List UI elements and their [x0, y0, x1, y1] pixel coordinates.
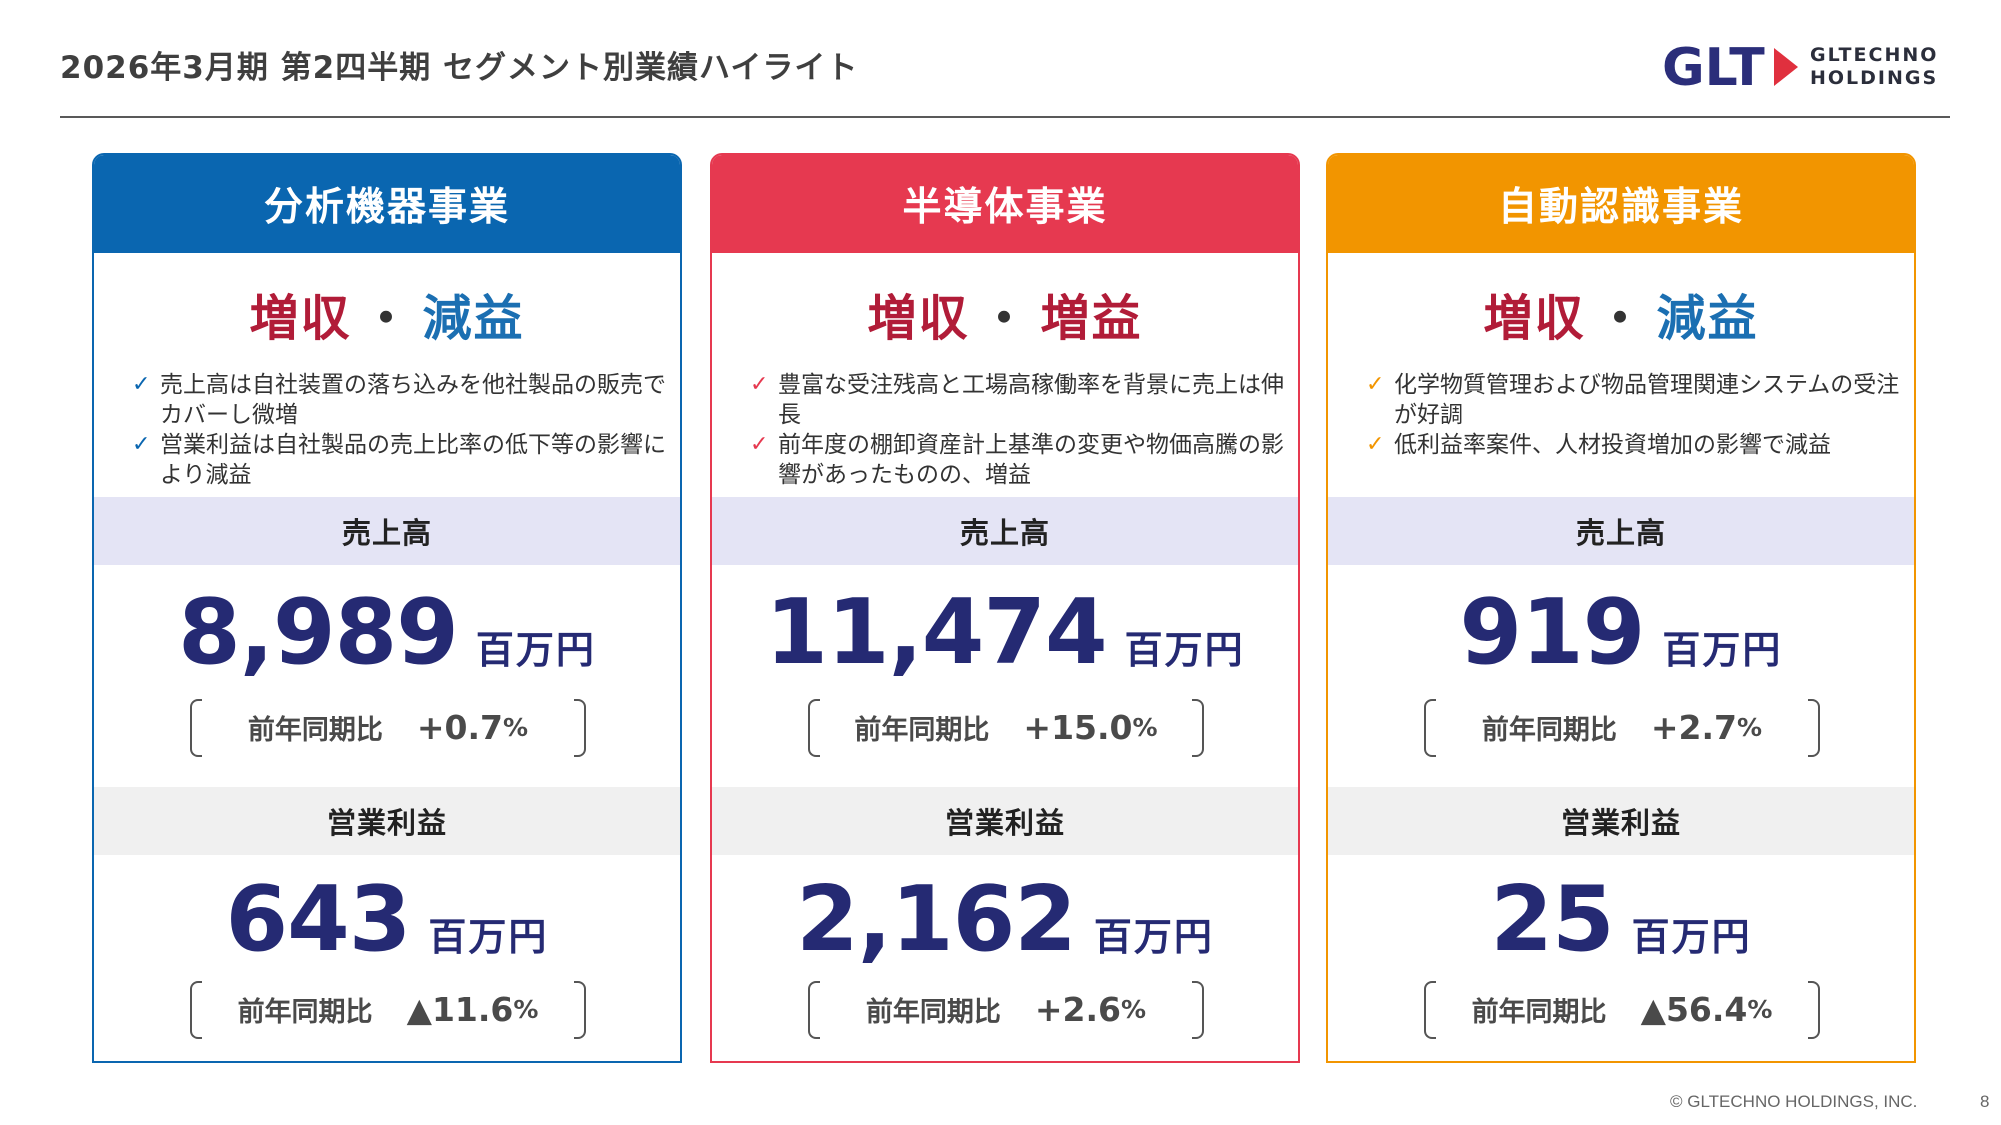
sales-yoy: 前年同期比 +0.7%	[190, 699, 586, 757]
bracket-left	[1424, 981, 1436, 1039]
list-item: ✓ 売上高は自社装置の落ち込みを他社製品の販売でカバーし微増	[132, 372, 666, 428]
bracket-right	[1192, 981, 1204, 1039]
bracket-right	[1808, 699, 1820, 757]
profit-unit: 百万円	[1631, 915, 1752, 959]
page-title: 2026年3月期 第2四半期 セグメント別業績ハイライト	[60, 50, 859, 86]
check-icon: ✓	[750, 432, 769, 457]
sales-yoy: 前年同期比 +15.0%	[808, 699, 1204, 757]
verdict-separator: ・	[361, 290, 413, 347]
sales-value-row: 8,989 百万円	[94, 583, 680, 683]
commentary-list: ✓ 化学物質管理および物品管理関連システムの受注が好調 ✓ 低利益率案件、人材投資増…	[1328, 370, 1914, 460]
profit-value: 2,162	[796, 867, 1077, 972]
bracket-left	[808, 699, 820, 757]
list-item: ✓ 低利益率案件、人材投資増加の影響で減益	[1366, 432, 1831, 458]
check-icon: ✓	[750, 372, 769, 397]
sales-band: 売上高	[712, 497, 1298, 565]
sales-value: 8,989	[178, 580, 459, 685]
commentary-list: ✓ 豊富な受注残高と工場高稼働率を背景に売上は伸長 ✓ 前年度の棚卸資産計上基準の変…	[712, 370, 1298, 490]
profit-band: 営業利益	[94, 787, 680, 855]
profit-unit: 百万円	[428, 915, 549, 959]
bracket-right	[1808, 981, 1820, 1039]
logo-name: GLTECHNO HOLDINGS	[1810, 44, 1939, 89]
verdict-separator: ・	[979, 290, 1031, 347]
segment-name: 半導体事業	[902, 185, 1108, 230]
check-icon: ✓	[1366, 432, 1385, 457]
verdict-profit: 減益	[422, 290, 525, 347]
sales-yoy: 前年同期比 +2.7%	[1424, 699, 1820, 757]
result-verdict: 増収・増益	[712, 279, 1298, 350]
profit-band: 営業利益	[712, 787, 1298, 855]
profit-value-row: 643 百万円	[94, 870, 680, 970]
list-item: ✓ 前年度の棚卸資産計上基準の変更や物価高騰の影響があったものの、増益	[750, 432, 1284, 488]
sales-yoy-value: +2.7	[1650, 707, 1738, 747]
list-item: ✓ 化学物質管理および物品管理関連システムの受注が好調	[1366, 372, 1900, 428]
check-icon: ✓	[132, 372, 151, 397]
profit-yoy-value: +2.6	[1034, 989, 1122, 1029]
profit-yoy: 前年同期比 ▲11.6%	[190, 981, 586, 1039]
segment-name: 分析機器事業	[263, 185, 510, 230]
segment-header: 分析機器事業	[94, 155, 680, 253]
profit-value: 25	[1490, 867, 1614, 972]
verdict-sales: 増収	[249, 290, 352, 347]
sales-unit: 百万円	[1124, 628, 1245, 672]
result-verdict: 増収・減益	[1328, 279, 1914, 350]
bracket-right	[1192, 699, 1204, 757]
logo-mark-text: GLT	[1662, 40, 1765, 94]
profit-value: 643	[225, 867, 412, 972]
segment-panel-semiconductor: 半導体事業 増収・増益 ✓ 豊富な受注残高と工場高稼働率を背景に売上は伸長 ✓ 前年…	[710, 153, 1300, 1063]
verdict-separator: ・	[1595, 290, 1647, 347]
check-icon: ✓	[132, 432, 151, 457]
segment-header: 自動認識事業	[1328, 155, 1914, 253]
result-verdict: 増収・減益	[94, 279, 680, 350]
sales-value: 919	[1459, 580, 1646, 685]
sales-band: 売上高	[1328, 497, 1914, 565]
segment-panel-analytical: 分析機器事業 増収・減益 ✓ 売上高は自社装置の落ち込みを他社製品の販売でカバーし…	[92, 153, 682, 1063]
profit-value-row: 2,162 百万円	[712, 870, 1298, 970]
bracket-left	[190, 981, 202, 1039]
profit-yoy: 前年同期比 ▲56.4%	[1424, 981, 1820, 1039]
sales-band: 売上高	[94, 497, 680, 565]
verdict-sales: 増収	[867, 290, 970, 347]
sales-yoy-value: +0.7	[416, 707, 504, 747]
commentary-list: ✓ 売上高は自社装置の落ち込みを他社製品の販売でカバーし微増 ✓ 営業利益は自社製品…	[94, 370, 680, 490]
sales-unit: 百万円	[475, 628, 596, 672]
verdict-profit: 増益	[1040, 290, 1143, 347]
profit-yoy: 前年同期比 +2.6%	[808, 981, 1204, 1039]
profit-band: 営業利益	[1328, 787, 1914, 855]
profit-yoy-value: ▲11.6	[406, 989, 514, 1029]
bracket-left	[190, 699, 202, 757]
list-item: ✓ 豊富な受注残高と工場高稼働率を背景に売上は伸長	[750, 372, 1284, 428]
bracket-left	[808, 981, 820, 1039]
segment-panel-auto-recognition: 自動認識事業 増収・減益 ✓ 化学物質管理および物品管理関連システムの受注が好調 …	[1326, 153, 1916, 1063]
company-logo: GLT GLTECHNO HOLDINGS	[1662, 40, 1962, 94]
header-divider	[60, 116, 1950, 118]
profit-unit: 百万円	[1093, 915, 1214, 959]
profit-value-row: 25 百万円	[1328, 870, 1914, 970]
verdict-sales: 増収	[1483, 290, 1586, 347]
bracket-left	[1424, 699, 1436, 757]
profit-yoy-value: ▲56.4	[1640, 989, 1748, 1029]
page-number: 8	[1980, 1092, 1990, 1111]
segment-header: 半導体事業	[712, 155, 1298, 253]
copyright: © GLTECHNO HOLDINGS, INC.	[1670, 1092, 1918, 1111]
sales-value-row: 919 百万円	[1328, 583, 1914, 683]
logo-arrow-icon	[1774, 48, 1798, 86]
bracket-right	[574, 981, 586, 1039]
check-icon: ✓	[1366, 372, 1385, 397]
verdict-profit: 減益	[1656, 290, 1759, 347]
sales-unit: 百万円	[1662, 628, 1783, 672]
sales-value: 11,474	[765, 580, 1107, 685]
segment-name: 自動認識事業	[1497, 185, 1744, 230]
bracket-right	[574, 699, 586, 757]
sales-value-row: 11,474 百万円	[712, 583, 1298, 683]
glt-logo-mark: GLT	[1662, 40, 1798, 94]
sales-yoy-value: +15.0	[1023, 707, 1133, 747]
list-item: ✓ 営業利益は自社製品の売上比率の低下等の影響により減益	[132, 432, 666, 488]
